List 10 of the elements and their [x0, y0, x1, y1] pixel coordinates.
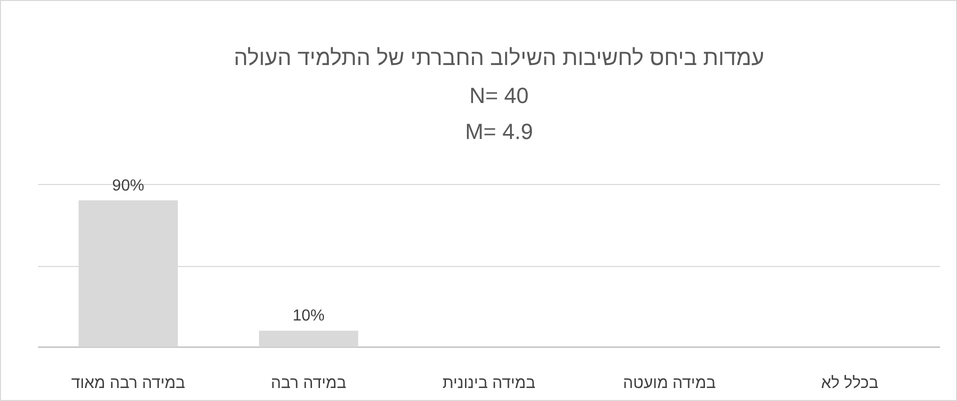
subtitle: M= 4.9 — [465, 119, 533, 144]
subtitle: N= 40 — [469, 83, 529, 108]
title: עמדות ביחס לחשיבות השילוב החברתי של התלמיד העולה — [234, 45, 764, 70]
xtick: במידה בינונית — [442, 375, 536, 392]
value-label: 90% — [112, 177, 144, 194]
xtick: במידה רבה מאוד — [71, 375, 186, 392]
xtick: בכלל לא — [821, 375, 878, 392]
xtick: במידה רבה — [270, 375, 346, 392]
value-label: 10% — [292, 308, 325, 325]
xtick: במידה מועטה — [623, 375, 716, 392]
